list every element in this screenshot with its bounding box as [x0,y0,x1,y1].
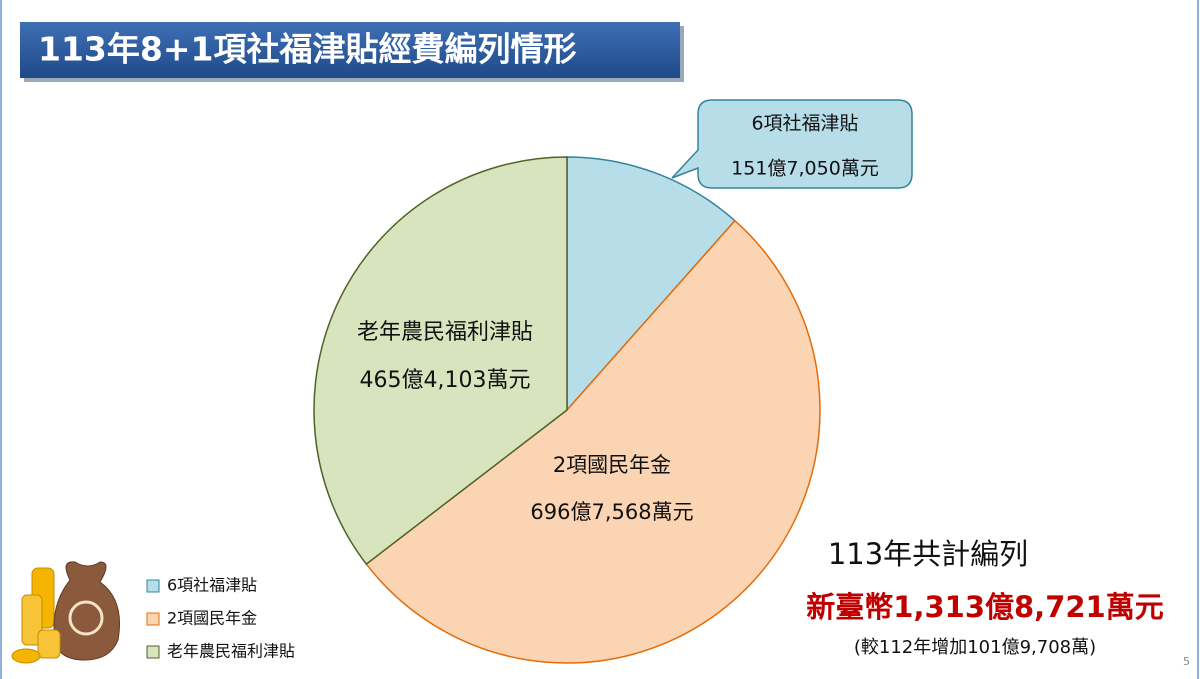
legend-swatch [146,645,160,659]
increase-note: (較112年增加101億9,708萬) [854,637,1096,658]
coin [11,648,41,664]
title-banner [20,22,680,78]
slice-labels: 6項社福津貼 151億7,050萬元 2項國民年金 696億7,568萬元 老年農民福利… [357,113,879,525]
legend-label: 老年農民福利津貼 [167,642,295,661]
callout [671,99,913,189]
value-label: 151億7,050萬元 [731,158,879,180]
value-label: 696億7,568萬元 [530,500,693,524]
pie-slice [313,156,568,566]
money-icon [11,561,121,664]
pie-slice [365,219,821,664]
euro-sign [68,600,104,636]
value-label: 465億4,103萬元 [360,368,531,393]
legend-label: 2項國民年金 [167,609,257,628]
coin-stack [21,594,43,646]
total-heading: 113年共計編列 [828,537,1028,571]
total-amount: 新臺幣1,313億8,721萬元 [806,590,1163,624]
legend-swatch [146,612,160,626]
slice-label: 6項社福津貼 [751,113,858,135]
legend-swatch [146,579,160,593]
pie-slice [566,156,736,412]
slice-label: 2項國民年金 [553,453,671,477]
coin-stack [37,629,61,659]
slice-label: 老年農民福利津貼 [357,320,533,345]
page-number: 5 [1183,655,1190,668]
legend-label: 6項社福津貼 [167,576,257,595]
chart-title: 113年8+1項社福津貼經費編列情形 [38,30,576,69]
pie [313,156,821,664]
